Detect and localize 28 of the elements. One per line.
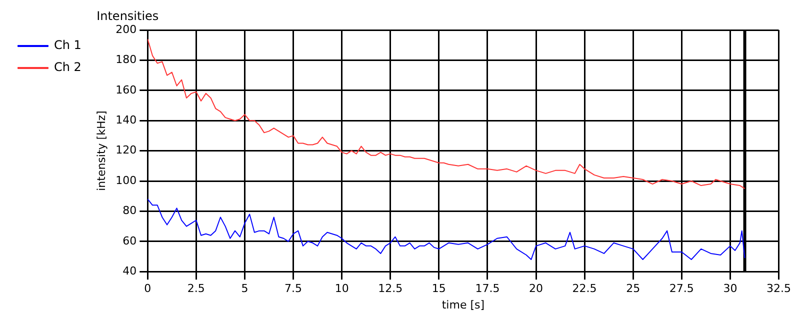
y-tick-label: 60 — [122, 234, 137, 248]
x-tick-label: 25 — [626, 282, 640, 296]
y-tick-label: 100 — [116, 174, 137, 187]
x-tick-label: 20 — [529, 282, 544, 296]
x-tick-label: 7.5 — [284, 282, 302, 296]
y-tick-label: 120 — [116, 144, 137, 157]
x-tick-label: 10 — [334, 282, 349, 296]
y-tick-label: 200 — [116, 22, 137, 36]
y-tick-label: 160 — [116, 83, 137, 96]
x-tick-label: 15 — [432, 282, 446, 296]
y-tick-label: 140 — [116, 113, 137, 126]
x-axis-title: time [s] — [442, 298, 485, 312]
x-tick-label: 22.5 — [572, 282, 597, 296]
y-tick-label: 80 — [122, 204, 137, 218]
x-tick-label: 2.5 — [187, 282, 205, 296]
y-axis-title: intensity [kHz] — [94, 110, 108, 191]
chart-title: Intensities — [96, 9, 159, 23]
x-tick-label: 12.5 — [378, 282, 403, 296]
legend-label: Ch 2 — [54, 60, 82, 74]
y-tick-label: 180 — [116, 53, 137, 66]
legend-label: Ch 1 — [54, 38, 82, 52]
y-tick-label: 40 — [122, 264, 137, 278]
x-tick-label: 32.5 — [766, 282, 792, 296]
x-tick-label: 27.5 — [669, 282, 694, 296]
x-tick-label: 0 — [144, 282, 152, 296]
x-tick-label: 17.5 — [475, 282, 500, 296]
x-tick-label: 30 — [723, 282, 738, 296]
x-tick-label: 5 — [241, 282, 248, 296]
